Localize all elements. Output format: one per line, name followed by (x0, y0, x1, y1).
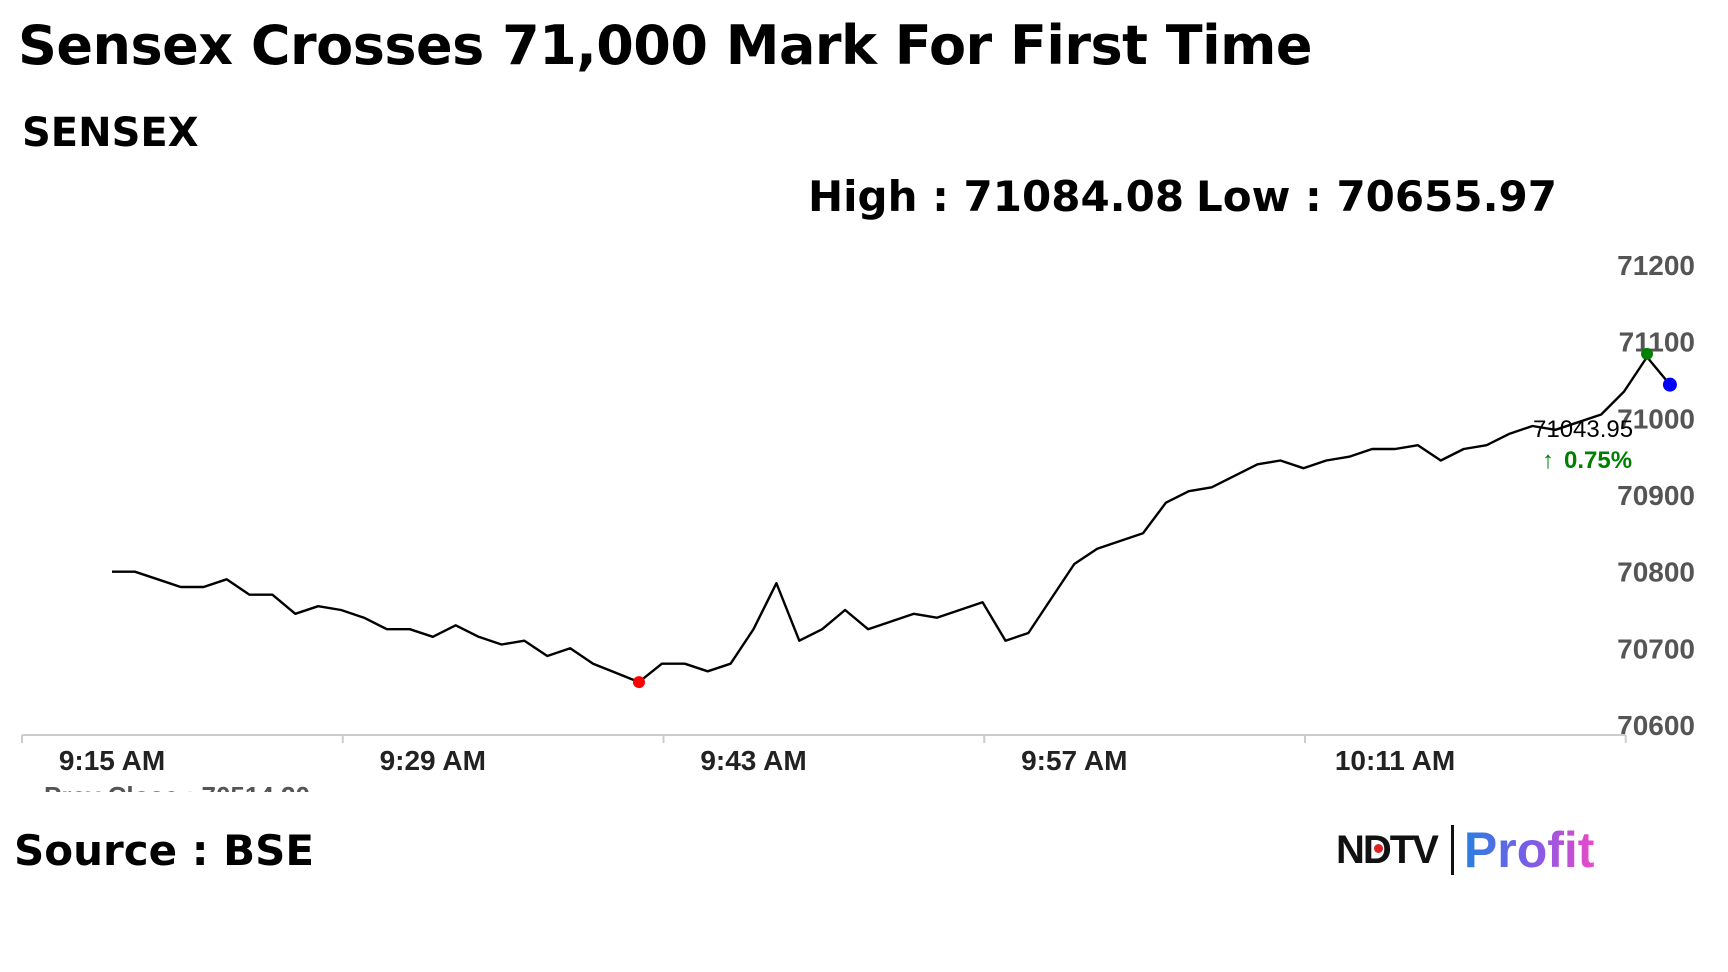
last-value-label: 71043.95 (1533, 416, 1633, 443)
logo-divider (1450, 825, 1454, 875)
x-axis: 9:15 AM 9:29 AM 9:43 AM 9:57 AM 10:11 AM (21, 734, 1627, 776)
low-point-marker (632, 676, 645, 689)
x-tick-label: 9:43 AM (700, 745, 806, 776)
y-axis: 70600 70700 70800 70900 71000 71100 71200 (1617, 250, 1695, 741)
x-tick-label: 10:11 AM (1335, 745, 1455, 776)
day-high-stat: High : 71084.08 (808, 172, 1185, 221)
y-tick-label: 70900 (1617, 480, 1695, 511)
x-tick-label: 9:29 AM (380, 745, 486, 776)
chart-headline: Sensex Crosses 71,000 Mark For First Tim… (18, 14, 1313, 77)
y-tick-label: 70700 (1617, 633, 1695, 664)
x-tick-label: 9:57 AM (1021, 745, 1127, 776)
sensex-series-line (112, 355, 1671, 684)
y-tick-label: 70800 (1617, 557, 1695, 588)
y-tick-label: 71000 (1617, 403, 1695, 434)
prev-close-footnote: Prev Close : 70514.20 (44, 781, 310, 811)
y-tick-label: 71100 (1619, 327, 1695, 358)
last-point-marker (1662, 377, 1677, 392)
high-point-marker (1641, 347, 1654, 360)
logo-ndtv-text: NDTV (1336, 827, 1439, 872)
day-low-stat: Low : 70655.97 (1196, 172, 1557, 221)
change-indicator: ↑ 0.75% (1542, 447, 1632, 474)
y-tick-label: 71200 (1617, 250, 1695, 281)
logo-red-dot (1374, 844, 1383, 853)
y-tick-label: 70600 (1617, 710, 1695, 741)
chart-title: SENSEX (22, 110, 199, 156)
source-credit: Source : BSE (14, 826, 315, 875)
change-percent-label: 0.75% (1564, 447, 1632, 474)
ndtv-profit-logo: NDTV Profit (1336, 820, 1594, 880)
x-tick-label: 9:15 AM (59, 745, 165, 776)
change-arrow-icon: ↑ (1542, 447, 1554, 474)
logo-profit-text: Profit (1463, 822, 1595, 878)
